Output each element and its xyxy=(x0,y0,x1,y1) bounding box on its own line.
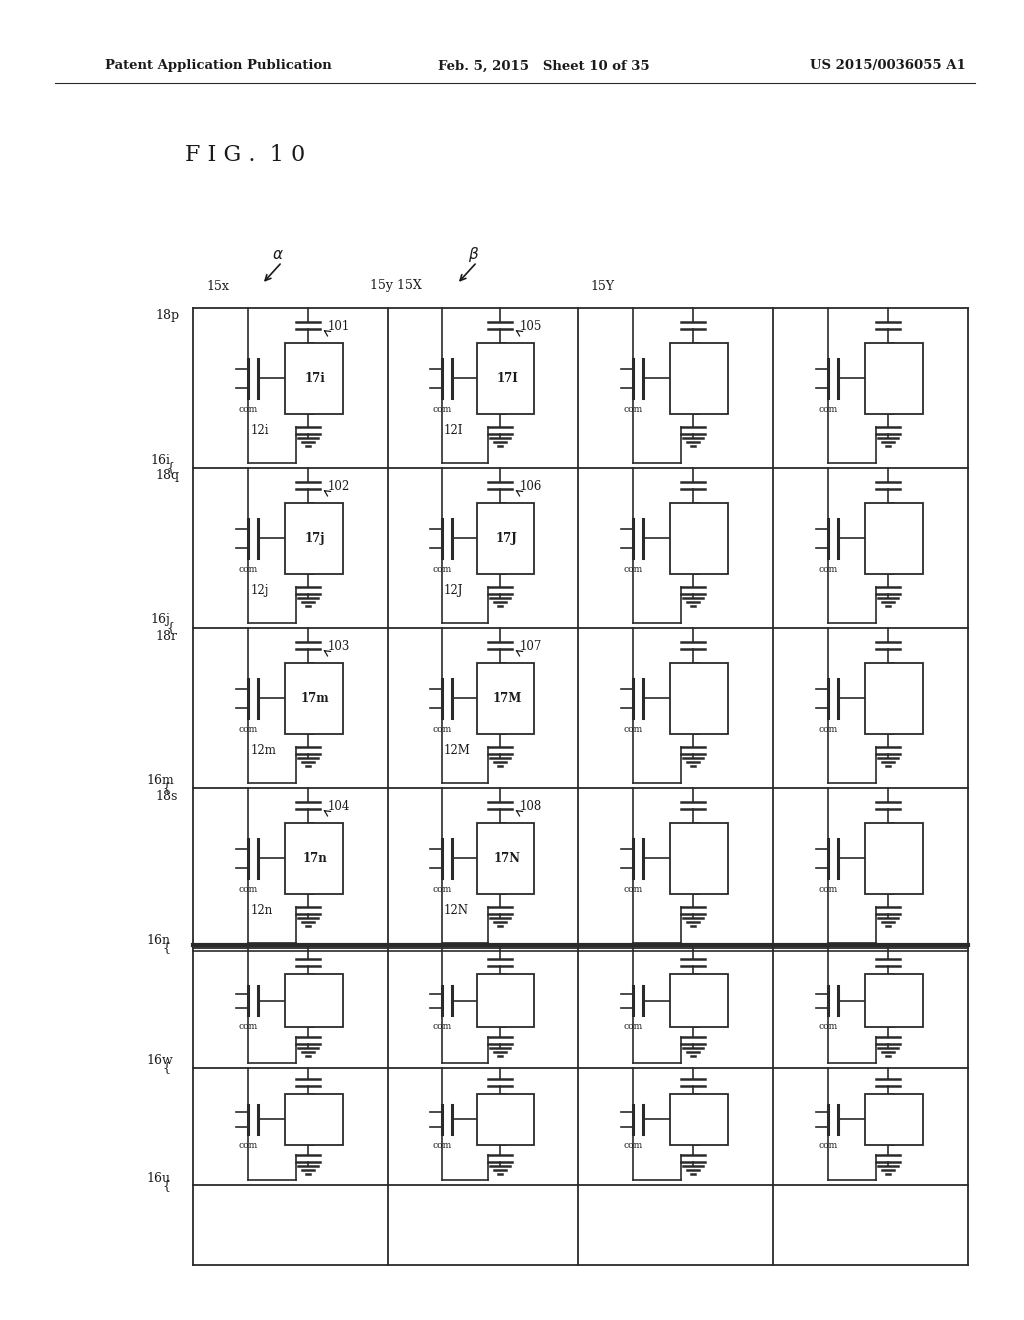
Text: {: { xyxy=(166,622,174,635)
Text: 103: 103 xyxy=(328,640,350,653)
Text: 18q: 18q xyxy=(155,470,179,483)
Text: com: com xyxy=(624,884,643,894)
Bar xyxy=(670,503,728,574)
Text: 16i: 16i xyxy=(150,454,170,466)
Text: 12j: 12j xyxy=(251,583,269,597)
Bar xyxy=(285,1094,343,1146)
Text: 17M: 17M xyxy=(493,692,521,705)
Text: 17J: 17J xyxy=(496,532,518,545)
Text: {: { xyxy=(162,1061,170,1074)
Text: {: { xyxy=(162,1180,170,1192)
Text: 12I: 12I xyxy=(443,424,464,437)
Text: 106: 106 xyxy=(520,480,543,492)
Bar xyxy=(670,663,728,734)
Text: com: com xyxy=(239,884,258,894)
Bar xyxy=(670,343,728,413)
Text: {: { xyxy=(162,781,170,795)
Bar xyxy=(477,503,535,574)
Text: 108: 108 xyxy=(520,800,543,813)
Text: Feb. 5, 2015   Sheet 10 of 35: Feb. 5, 2015 Sheet 10 of 35 xyxy=(438,59,649,73)
Text: 17n: 17n xyxy=(303,851,328,865)
Text: 17m: 17m xyxy=(301,692,330,705)
Text: 12i: 12i xyxy=(251,424,269,437)
Text: com: com xyxy=(432,1022,452,1031)
Bar xyxy=(477,343,535,413)
Text: 16u: 16u xyxy=(146,1172,170,1184)
Bar xyxy=(864,663,924,734)
Text: 12N: 12N xyxy=(443,904,469,916)
Text: com: com xyxy=(819,1022,838,1031)
Bar xyxy=(477,1094,535,1146)
Text: {: { xyxy=(166,462,174,474)
Bar xyxy=(477,824,535,894)
Text: com: com xyxy=(239,1140,258,1150)
Text: $\beta$: $\beta$ xyxy=(468,246,479,264)
Text: com: com xyxy=(624,1022,643,1031)
Text: F I G .  1 0: F I G . 1 0 xyxy=(185,144,305,166)
Text: com: com xyxy=(819,725,838,734)
Text: 15Y: 15Y xyxy=(590,280,614,293)
Text: 16n: 16n xyxy=(146,933,170,946)
Bar xyxy=(285,663,343,734)
Bar xyxy=(670,974,728,1027)
Text: 12n: 12n xyxy=(251,904,272,916)
Bar xyxy=(285,343,343,413)
Text: 16w: 16w xyxy=(146,1053,173,1067)
Bar xyxy=(864,503,924,574)
Text: 18s: 18s xyxy=(155,789,177,803)
Bar xyxy=(285,503,343,574)
Text: com: com xyxy=(819,1140,838,1150)
Text: 17I: 17I xyxy=(496,372,518,385)
Text: 105: 105 xyxy=(520,319,543,333)
Text: com: com xyxy=(239,405,258,413)
Text: com: com xyxy=(239,725,258,734)
Bar xyxy=(477,974,535,1027)
Text: com: com xyxy=(624,565,643,574)
Text: 16j: 16j xyxy=(150,614,170,627)
Text: 17i: 17i xyxy=(304,372,326,385)
Text: US 2015/0036055 A1: US 2015/0036055 A1 xyxy=(810,59,966,73)
Text: 104: 104 xyxy=(328,800,350,813)
Text: com: com xyxy=(819,884,838,894)
Bar xyxy=(864,1094,924,1146)
Bar xyxy=(670,1094,728,1146)
Text: 17N: 17N xyxy=(494,851,520,865)
Text: com: com xyxy=(432,884,452,894)
Text: com: com xyxy=(432,1140,452,1150)
Text: com: com xyxy=(239,1022,258,1031)
Text: 15x: 15x xyxy=(206,280,229,293)
Text: com: com xyxy=(819,405,838,413)
Text: 12J: 12J xyxy=(443,583,464,597)
Text: com: com xyxy=(624,725,643,734)
Text: com: com xyxy=(624,1140,643,1150)
Text: com: com xyxy=(624,405,643,413)
Text: com: com xyxy=(432,725,452,734)
Text: 15y 15X: 15y 15X xyxy=(370,280,422,293)
Bar xyxy=(285,974,343,1027)
Bar xyxy=(285,824,343,894)
Text: 101: 101 xyxy=(328,319,350,333)
Bar xyxy=(864,343,924,413)
Text: com: com xyxy=(432,565,452,574)
Text: 18p: 18p xyxy=(155,309,179,322)
Text: 17j: 17j xyxy=(305,532,326,545)
Bar xyxy=(864,974,924,1027)
Text: $\alpha$: $\alpha$ xyxy=(272,248,284,261)
Text: com: com xyxy=(819,565,838,574)
Text: 16m: 16m xyxy=(146,774,174,787)
Text: 12M: 12M xyxy=(443,743,471,756)
Bar xyxy=(864,824,924,894)
Text: 107: 107 xyxy=(520,640,543,653)
Text: 18r: 18r xyxy=(155,630,177,643)
Text: 102: 102 xyxy=(328,480,350,492)
Bar xyxy=(477,663,535,734)
Text: 12m: 12m xyxy=(251,743,276,756)
Text: Patent Application Publication: Patent Application Publication xyxy=(105,59,332,73)
Text: {: { xyxy=(162,941,170,954)
Bar xyxy=(670,824,728,894)
Text: com: com xyxy=(432,405,452,413)
Text: com: com xyxy=(239,565,258,574)
